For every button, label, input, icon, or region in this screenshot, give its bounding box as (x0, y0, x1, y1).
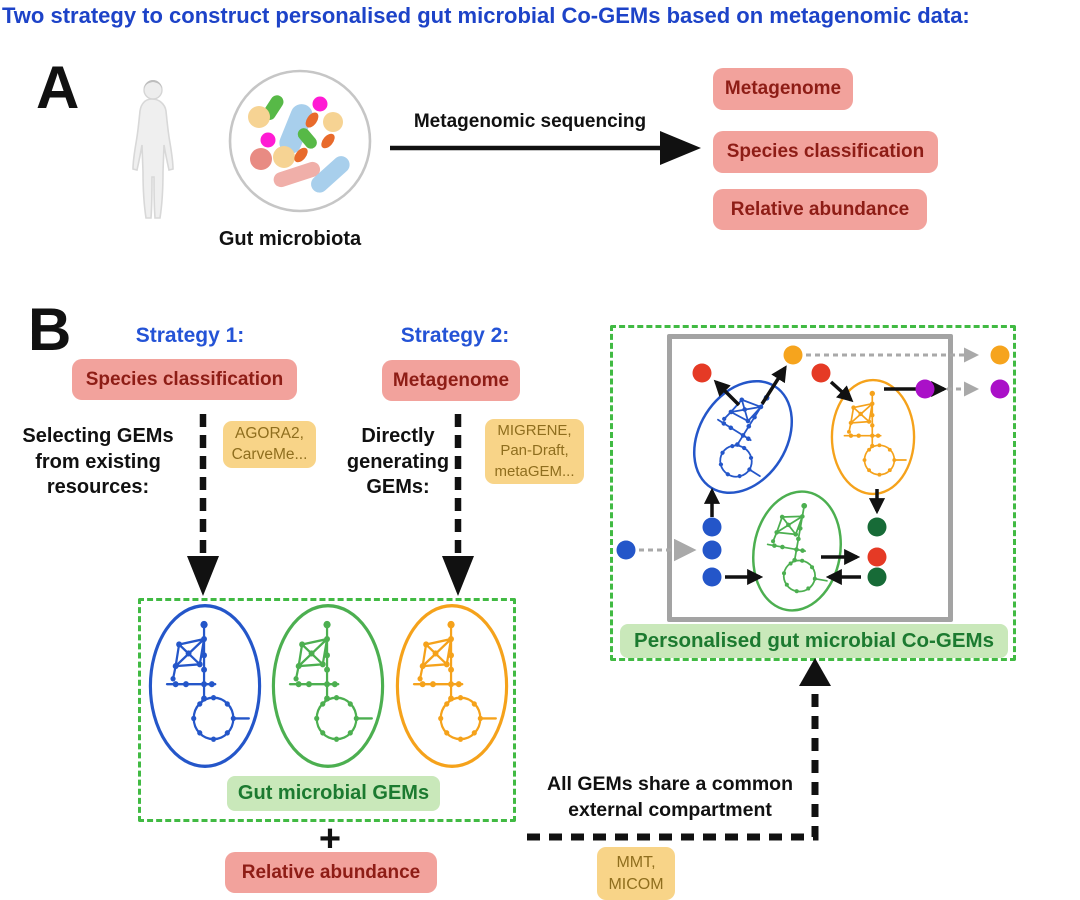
plus-sign: + (318, 818, 342, 860)
relative-abundance-box-b: Relative abundance (225, 852, 437, 893)
sequencing-arrow-label: Metagenomic sequencing (413, 111, 647, 132)
strategy2-method: Directly generating GEMs: (346, 425, 450, 499)
strategy1-tools-box: AGORA2, CarveMe... (223, 421, 316, 468)
strategy2-title: Strategy 2: (400, 324, 510, 347)
strategy1-method: Selecting GEMs from existing resources: (22, 425, 174, 499)
strategy1-input-box: Species classification (72, 359, 297, 400)
panel-b-label: B (28, 296, 72, 363)
gut-microbiota-icon (228, 69, 372, 213)
share-tools-box: MMT, MICOM (597, 847, 675, 900)
cogems-label: Personalised gut microbial Co-GEMs (620, 624, 1008, 658)
gut-microbiota-caption: Gut microbiota (218, 228, 362, 250)
species-classification-box: Species classification (713, 131, 938, 173)
gems-label: Gut microbial GEMs (227, 776, 440, 811)
share-note: All GEMs share a common external compart… (547, 773, 793, 821)
strategy1-title: Strategy 1: (135, 324, 245, 347)
person-icon (132, 80, 174, 219)
panel-a-label: A (36, 54, 80, 121)
gut-microbial-gems-box (138, 598, 516, 822)
strategy2-input-box: Metagenome (382, 360, 520, 401)
strategy2-tools-box: MIGRENE, Pan-Draft, metaGEM... (485, 419, 584, 484)
metagenomic-sequencing-arrow (390, 131, 701, 165)
figure-title: Two strategy to construct personalised g… (2, 3, 970, 28)
relative-abundance-box: Relative abundance (713, 189, 927, 230)
shared-compartment-rect (667, 334, 953, 622)
metagenome-box: Metagenome (713, 68, 853, 110)
